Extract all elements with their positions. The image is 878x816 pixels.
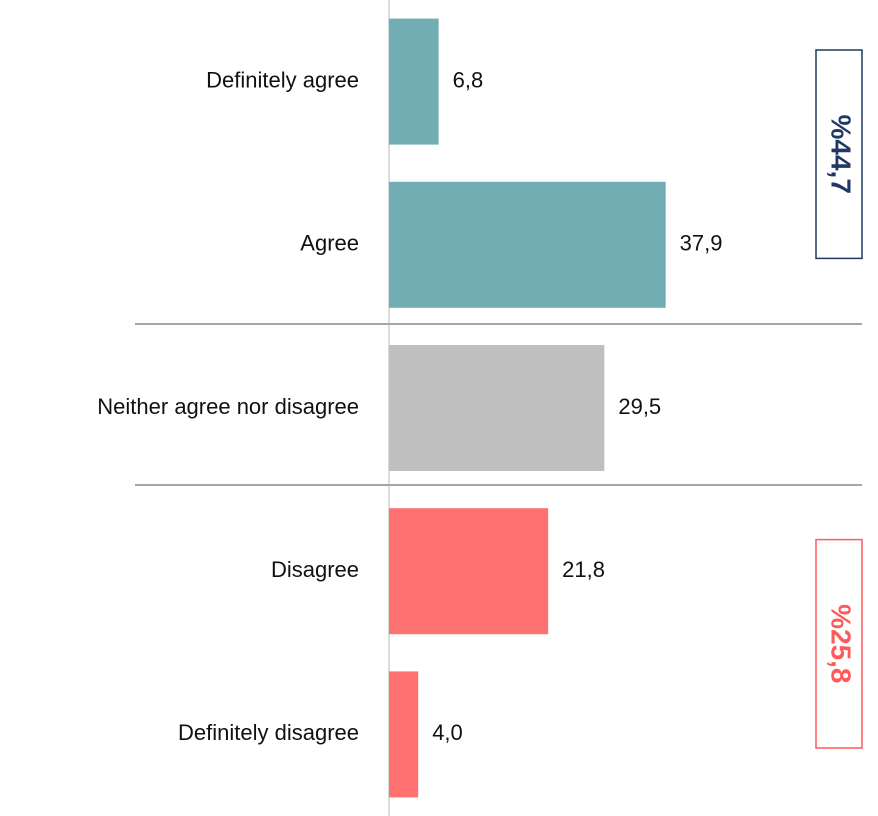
data-label: 4,0 — [432, 720, 463, 745]
data-label: 6,8 — [453, 67, 484, 92]
bar — [389, 18, 439, 145]
category-label: Agree — [300, 231, 359, 256]
bar — [389, 181, 666, 308]
annotation-box — [815, 49, 863, 260]
category-label: Definitely disagree — [178, 720, 359, 745]
category-label: Definitely agree — [206, 67, 359, 92]
category-label: Disagree — [271, 557, 359, 582]
annotation: %25,8 — [826, 604, 857, 683]
data-label: 21,8 — [562, 557, 605, 582]
data-label: 29,5 — [618, 394, 661, 419]
data-label: 37,9 — [680, 231, 723, 256]
category-label: Neither agree nor disagree — [97, 394, 359, 419]
bar — [389, 671, 419, 798]
bar — [389, 345, 605, 471]
annotation: %44,7 — [826, 114, 857, 193]
bar — [389, 508, 549, 635]
annotation-box — [815, 538, 863, 749]
